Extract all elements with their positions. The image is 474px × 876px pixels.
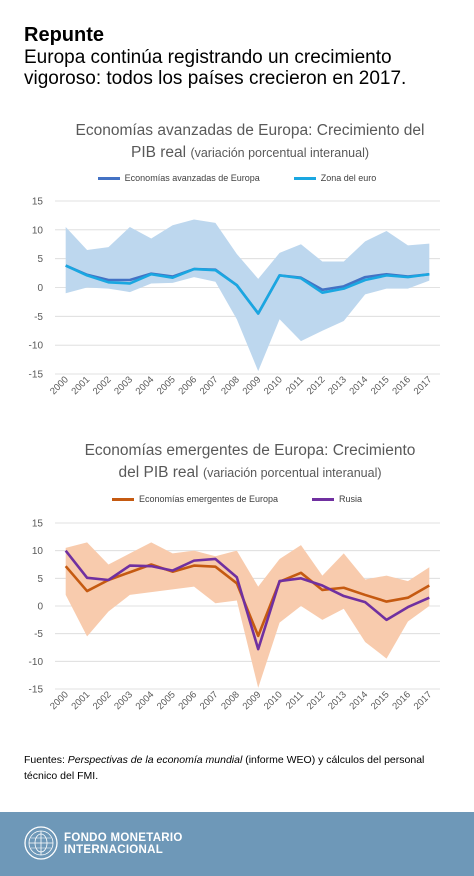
y-tick-label: -15 (29, 685, 44, 696)
source-note: Fuentes: Perspectivas de la economía mun… (24, 752, 444, 784)
x-tick-label: 2014 (348, 689, 371, 712)
legend-label: Zona del euro (320, 173, 377, 183)
legend-label: Economías avanzadas de Europa (124, 173, 260, 183)
chart-legend: Economías emergentes de Europa Rusia (0, 494, 474, 504)
source-prefix: Fuentes: (24, 754, 68, 766)
chart-title-line1: Economías avanzadas de Europa: Crecimien… (75, 122, 425, 139)
x-tick-label: 2016 (390, 689, 413, 712)
chart-title: Economías avanzadas de Europa: Crecimien… (60, 120, 440, 164)
x-tick-label: 2010 (262, 374, 285, 397)
x-tick-label: 2007 (198, 689, 221, 712)
x-tick-label: 2010 (262, 689, 285, 712)
y-tick-label: -10 (29, 657, 44, 668)
x-tick-label: 2017 (412, 689, 435, 712)
y-tick-label: 15 (32, 519, 44, 530)
x-tick-label: 2015 (369, 374, 392, 397)
org-name: FONDO MONETARIO INTERNACIONAL (64, 832, 183, 856)
chart-subtitle: (variación porcentual interanual) (202, 466, 382, 480)
x-tick-label: 2009 (241, 374, 264, 397)
y-tick-label: -5 (34, 629, 43, 640)
chart-title: Economías emergentes de Europa: Crecimie… (60, 440, 440, 484)
y-tick-label: 10 (32, 225, 44, 236)
x-tick-label: 2011 (284, 374, 306, 396)
chart-title-line2: PIB real (130, 144, 187, 161)
legend-swatch (312, 497, 335, 501)
x-tick-label: 2009 (241, 689, 264, 712)
series-line (64, 549, 430, 651)
y-tick-label: 0 (37, 602, 43, 613)
x-tick-label: 2012 (305, 689, 328, 712)
legend-item: Economías emergentes de Europa (111, 494, 279, 504)
x-tick-label: 2000 (48, 689, 71, 712)
x-tick-label: 2007 (198, 374, 221, 397)
y-tick-label: 5 (37, 574, 43, 585)
x-tick-label: 2008 (219, 689, 242, 712)
x-tick-label: 2004 (134, 689, 157, 712)
chart-subtitle: (variación porcentual interanual) (190, 146, 370, 160)
footer: FONDO MONETARIO INTERNACIONAL (0, 812, 474, 876)
series-line (65, 264, 430, 315)
x-tick-label: 2013 (326, 689, 349, 712)
y-tick-label: 10 (32, 546, 44, 557)
x-tick-label: 2014 (348, 374, 371, 397)
x-tick-label: 2001 (69, 689, 92, 712)
subhead: Europa continúa registrando un crecimien… (24, 47, 407, 89)
y-tick-label: -15 (29, 370, 44, 381)
x-tick-label: 2002 (91, 689, 114, 712)
x-tick-label: 2005 (155, 374, 178, 397)
x-tick-label: 2016 (390, 374, 413, 397)
y-tick-label: 15 (32, 197, 44, 208)
range-band (65, 219, 430, 372)
y-tick-label: -10 (29, 341, 44, 352)
x-tick-label: 2003 (112, 689, 135, 712)
x-tick-label: 2004 (134, 374, 157, 397)
x-tick-label: 2015 (369, 689, 392, 712)
org-name-line2: INTERNACIONAL (64, 844, 164, 856)
legend-label: Rusia (339, 494, 363, 504)
legend-swatch (111, 497, 134, 501)
imf-seal-logo (24, 826, 58, 860)
source-publication: Perspectivas de la economía mundial (67, 754, 243, 766)
x-tick-label: 2001 (69, 374, 92, 397)
y-tick-label: -5 (34, 312, 43, 323)
x-tick-label: 2003 (112, 374, 135, 397)
x-tick-label: 2000 (48, 374, 71, 397)
source-suffix: (informe WEO) y cálculos del personal té… (24, 754, 425, 782)
x-tick-label: 2013 (326, 374, 349, 397)
chart-title-line2: del PIB real (118, 464, 199, 481)
legend-swatch (97, 176, 120, 180)
chart-title-line1: Economías emergentes de Europa: Crecimie… (84, 442, 416, 459)
org-name-line1: FONDO MONETARIO (64, 832, 183, 844)
legend-swatch (293, 176, 316, 180)
header: Repunte Europa continúa registrando un c… (24, 24, 454, 89)
x-tick-label: 2011 (284, 689, 306, 711)
x-tick-label: 2002 (91, 374, 114, 397)
headline: Repunte (24, 24, 104, 46)
legend-label: Economías emergentes de Europa (138, 494, 279, 504)
x-tick-label: 2012 (305, 374, 328, 397)
x-tick-label: 2005 (155, 689, 178, 712)
legend-item: Economías avanzadas de Europa (97, 173, 260, 183)
chart-advanced-europe: Economías avanzadas de Europa: Crecimien… (0, 118, 474, 418)
chart-legend: Economías avanzadas de Europa Zona del e… (0, 173, 474, 183)
legend-item: Zona del euro (293, 173, 377, 183)
x-tick-label: 2017 (412, 374, 435, 397)
x-tick-label: 2006 (176, 689, 199, 712)
x-tick-label: 2008 (219, 374, 242, 397)
legend-item: Rusia (312, 494, 362, 504)
chart-emerging-europe: Economías emergentes de Europa: Crecimie… (0, 438, 474, 738)
x-tick-label: 2006 (176, 374, 199, 397)
y-tick-label: 5 (37, 254, 43, 265)
y-tick-label: 0 (37, 283, 43, 294)
